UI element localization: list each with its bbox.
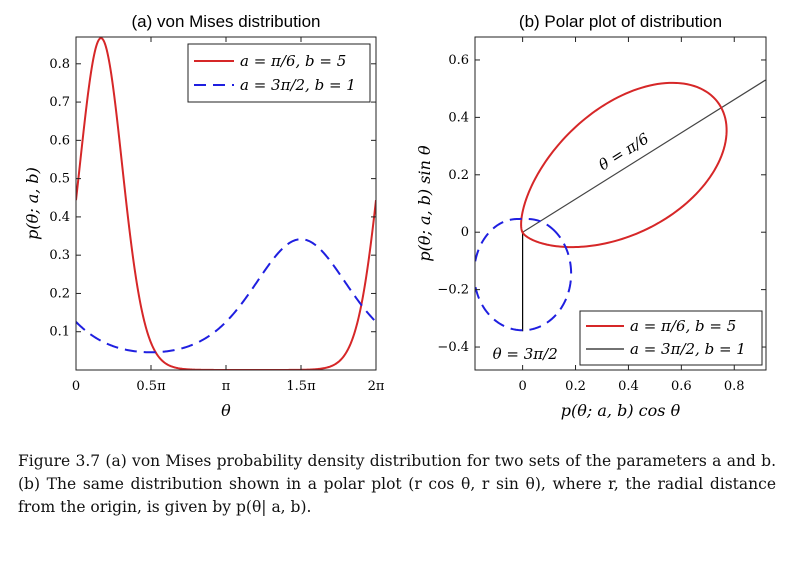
chart-b-xtick-label: 0.2 bbox=[565, 379, 586, 394]
chart-a-ytick-label: 0.7 bbox=[49, 95, 70, 110]
chart-b-series-line-2 bbox=[475, 217, 573, 332]
figure: (a) von Mises distribution 0 0.5π π 1.5π 2π 0.… bbox=[23, 12, 767, 420]
chart-b-ylabel: p(θ; a, b) sin θ bbox=[415, 145, 434, 262]
chart-a-ytick-label: 0.1 bbox=[49, 325, 70, 340]
chart-b-xtick-label: 0 bbox=[518, 379, 526, 394]
chart-a-xtick-label: 1.5π bbox=[286, 379, 316, 394]
chart-a-xtick-label: 2π bbox=[368, 379, 385, 394]
chart-a-ytick-label: 0.8 bbox=[49, 57, 70, 72]
chart-b-ytick-label: −0.2 bbox=[437, 283, 469, 298]
chart-a-ytick-label: 0.6 bbox=[49, 133, 70, 148]
chart-b-xtick-label: 0.8 bbox=[724, 379, 745, 394]
chart-a-ytick-label: 0.5 bbox=[49, 172, 70, 187]
chart-b-xtick-label: 0.4 bbox=[618, 379, 639, 394]
figure-caption: Figure 3.7 (a) von Mises probability den… bbox=[18, 452, 776, 516]
chart-b: (b) Polar plot of distribution 0 0.2 0.4 0.6… bbox=[415, 12, 767, 420]
chart-b-ytick-label: 0.4 bbox=[448, 110, 469, 125]
chart-a-xtick-label: 0 bbox=[72, 379, 80, 394]
chart-b-title: (b) Polar plot of distribution bbox=[519, 12, 722, 31]
chart-b-legend-label: a = 3π/2, b = 1 bbox=[630, 340, 746, 358]
chart-a: (a) von Mises distribution 0 0.5π π 1.5π 2π 0.… bbox=[23, 12, 385, 420]
chart-b-legend bbox=[579, 310, 763, 366]
chart-a-legend-label: a = π/6, b = 5 bbox=[240, 52, 346, 70]
chart-a-legend-label: a = 3π/2, b = 1 bbox=[240, 76, 356, 94]
chart-a-xtick-label: π bbox=[222, 379, 231, 394]
chart-a-series-line-2 bbox=[76, 238, 376, 354]
chart-a-ytick-label: 0.2 bbox=[49, 286, 70, 301]
chart-b-xlabel: p(θ; a, b) cos θ bbox=[561, 401, 681, 420]
chart-b-ytick-label: 0.6 bbox=[448, 53, 469, 68]
chart-b-annotation: θ = 3π/2 bbox=[493, 345, 558, 363]
chart-a-legend bbox=[187, 43, 371, 103]
chart-a-title: (a) von Mises distribution bbox=[132, 12, 321, 31]
chart-b-ytick-label: −0.4 bbox=[437, 340, 469, 355]
chart-b-axes-box bbox=[474, 36, 767, 371]
chart-b-reference-line-1 bbox=[522, 79, 766, 233]
chart-a-xtick-label: 0.5π bbox=[136, 379, 166, 394]
chart-b-ytick-label: 0.2 bbox=[448, 168, 469, 183]
chart-b-xtick-label: 0.6 bbox=[671, 379, 692, 394]
chart-b-legend-label: a = π/6, b = 5 bbox=[630, 317, 736, 335]
chart-b-series-line-1 bbox=[520, 81, 728, 249]
chart-b-annotation: θ = π/6 bbox=[595, 129, 652, 174]
chart-a-ytick-label: 0.3 bbox=[49, 248, 70, 263]
chart-b-ytick-label: 0 bbox=[461, 225, 469, 240]
chart-a-ylabel: p(θ; a, b) bbox=[23, 167, 42, 240]
chart-a-ytick-label: 0.4 bbox=[49, 210, 70, 225]
chart-a-xlabel: θ bbox=[221, 401, 231, 420]
